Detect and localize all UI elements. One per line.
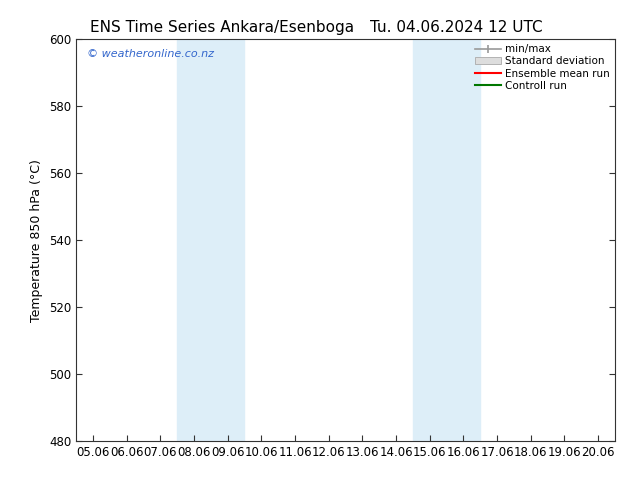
Text: © weatheronline.co.nz: © weatheronline.co.nz	[87, 49, 214, 59]
Text: Tu. 04.06.2024 12 UTC: Tu. 04.06.2024 12 UTC	[370, 20, 543, 35]
Legend: min/max, Standard deviation, Ensemble mean run, Controll run: min/max, Standard deviation, Ensemble me…	[473, 42, 612, 93]
Bar	[413, 39, 481, 441]
Text: ENS Time Series Ankara/Esenboga: ENS Time Series Ankara/Esenboga	[90, 20, 354, 35]
Bar	[177, 39, 245, 441]
Y-axis label: Temperature 850 hPa (°C): Temperature 850 hPa (°C)	[30, 159, 43, 321]
